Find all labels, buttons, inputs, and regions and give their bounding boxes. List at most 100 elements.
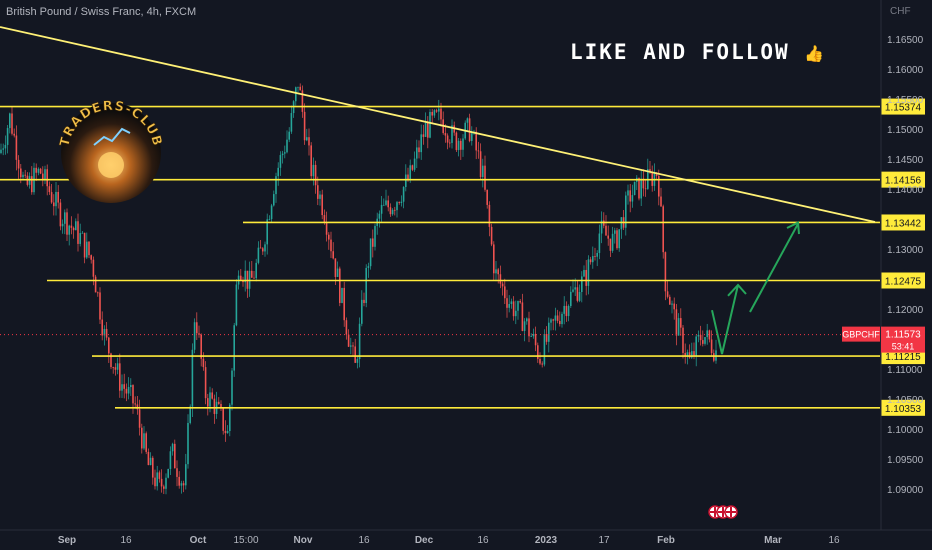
level-label: 1.11215: [885, 352, 921, 363]
candle-body: [449, 142, 451, 144]
candle-body: [369, 238, 372, 267]
candle-body: [669, 296, 671, 305]
candle-body: [662, 206, 664, 253]
projection-arrow[interactable]: [711, 284, 739, 355]
candle-body: [607, 235, 609, 239]
candle-body: [488, 204, 491, 227]
candle-body: [532, 333, 535, 337]
candle-body: [286, 139, 288, 153]
candle-body: [594, 256, 596, 257]
candle-body: [37, 168, 40, 173]
candle-body: [127, 387, 130, 394]
candle-body: [341, 287, 343, 303]
candle-body: [427, 122, 429, 138]
candle-body: [618, 229, 620, 249]
candle-body: [629, 190, 631, 202]
y-tick-label: 1.14500: [887, 155, 924, 166]
candle-body: [167, 468, 169, 478]
candle-body: [416, 147, 418, 159]
descending-trendline[interactable]: [0, 26, 876, 223]
candle-body: [541, 363, 543, 365]
candle-body: [517, 300, 519, 311]
candle-body: [693, 351, 695, 357]
candle-body: [196, 322, 198, 334]
candle-body: [462, 138, 464, 150]
candle-body: [174, 443, 176, 469]
candle-body: [534, 333, 537, 346]
candle-body: [281, 153, 284, 156]
candle-body: [530, 336, 532, 338]
candle-body: [710, 339, 713, 354]
projection-second-leg[interactable]: [749, 223, 799, 313]
candle-body: [229, 404, 231, 431]
candle-body: [94, 276, 97, 293]
level-label: 1.10353: [885, 404, 922, 415]
candle-body: [350, 345, 352, 347]
candle-body: [191, 349, 194, 407]
candle-body: [372, 238, 374, 247]
candle-body: [598, 233, 601, 253]
candle-body: [471, 133, 473, 141]
candle-body: [222, 408, 224, 431]
candle-body: [431, 111, 433, 116]
candle-body: [226, 430, 229, 434]
candle-body: [334, 258, 337, 277]
candle-body: [402, 186, 405, 202]
x-tick-label: 16: [358, 535, 370, 546]
candle-body: [116, 363, 119, 370]
x-tick-label: Feb: [657, 535, 675, 546]
candle-body: [666, 291, 669, 297]
y-tick-label: 1.16500: [887, 35, 924, 46]
candle-body: [189, 406, 191, 423]
candle-body: [565, 305, 568, 317]
candle-body: [365, 267, 367, 303]
candle-body: [585, 269, 587, 286]
candle-body: [497, 269, 499, 275]
candle-body: [182, 483, 185, 486]
candle-body: [253, 277, 255, 279]
candle-body: [576, 287, 579, 301]
candle-body: [385, 200, 387, 205]
candle-body: [112, 367, 114, 368]
candle-body: [257, 247, 260, 263]
candle-body: [121, 384, 123, 391]
candle-body: [136, 404, 139, 410]
level-label-bg: [881, 214, 925, 231]
candle-body: [682, 327, 684, 354]
candle-body: [233, 325, 235, 371]
candle-body: [101, 319, 103, 336]
candle-body: [684, 353, 686, 356]
candle-body: [389, 207, 392, 215]
candle-body: [396, 202, 398, 211]
arrow-head-icon: [786, 221, 800, 235]
candle-body: [77, 221, 79, 244]
candle-body: [627, 190, 629, 196]
candle-body: [81, 232, 84, 234]
uk-flag-icon[interactable]: [724, 505, 738, 519]
candle-body: [633, 181, 636, 196]
candle-body: [664, 252, 667, 292]
candle-body: [218, 401, 220, 404]
candle-body: [574, 287, 576, 290]
chart-title: British Pound / Swiss Franc, 4h, FXCM: [6, 6, 197, 18]
candle-body: [460, 140, 462, 150]
candle-body: [572, 289, 574, 292]
candle-body: [66, 212, 68, 235]
candle-body: [4, 144, 7, 149]
candle-body: [314, 164, 317, 186]
candle-body: [200, 334, 202, 359]
candle-body: [6, 128, 9, 145]
candle-body: [297, 86, 299, 88]
candle-body: [59, 202, 62, 227]
candle-body: [180, 483, 183, 486]
candle-body: [198, 333, 200, 335]
candle-body: [110, 353, 112, 368]
candle-body: [336, 268, 339, 277]
candle-body: [671, 303, 673, 305]
candle-body: [352, 345, 354, 347]
candle-body: [13, 133, 15, 136]
candle-body: [677, 318, 680, 336]
candle-body: [347, 334, 350, 347]
